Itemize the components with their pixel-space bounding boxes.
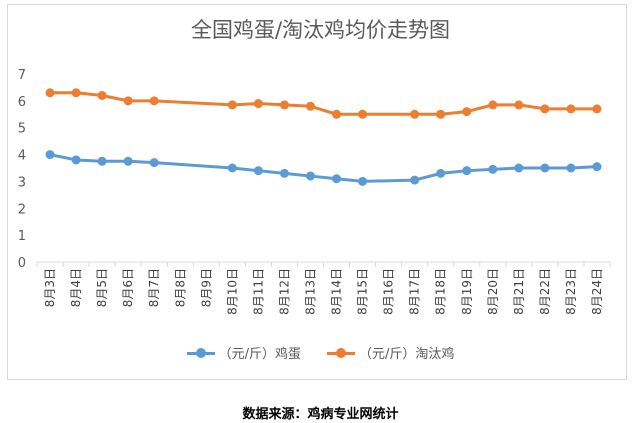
x-tick-label: 8月24日 [590, 268, 604, 315]
chart-frame [7, 4, 627, 380]
data-point-0 [592, 162, 602, 172]
data-point-1 [279, 100, 289, 110]
data-point-1 [123, 96, 133, 106]
data-point-0 [540, 163, 550, 173]
data-point-1 [227, 100, 237, 110]
data-point-1 [332, 109, 342, 119]
x-tick-label: 8月4日 [69, 268, 83, 307]
y-tick-label: 6 [18, 95, 26, 110]
data-point-1 [592, 104, 602, 114]
y-tick-label: 2 [18, 202, 26, 217]
legend-swatch-hen [327, 347, 355, 358]
data-point-0 [97, 156, 107, 166]
data-point-0 [253, 166, 263, 176]
data-point-1 [45, 88, 55, 98]
data-point-0 [514, 163, 524, 173]
data-point-1 [514, 100, 524, 110]
data-point-1 [305, 101, 315, 111]
data-point-0 [279, 168, 289, 178]
data-point-0 [436, 168, 446, 178]
x-tick-label: 8月10日 [225, 268, 239, 315]
legend-item-hen: （元/斤）淘汰鸡 [327, 343, 454, 362]
data-point-0 [71, 155, 81, 165]
data-point-0 [149, 158, 159, 168]
x-tick-label: 8月6日 [121, 268, 135, 307]
data-point-1 [488, 100, 498, 110]
y-tick-label: 5 [18, 122, 26, 137]
x-tick-label: 8月20日 [486, 268, 500, 315]
x-tick-label: 8月12日 [277, 268, 291, 315]
y-tick-label: 1 [18, 229, 26, 244]
y-tick-label: 7 [18, 68, 26, 83]
x-tick-label: 8月5日 [95, 268, 109, 307]
legend-label-hen: （元/斤）淘汰鸡 [359, 347, 455, 362]
data-point-1 [540, 104, 550, 114]
data-point-1 [97, 90, 107, 100]
x-tick-label: 8月23日 [564, 268, 578, 315]
data-point-0 [45, 150, 55, 160]
x-tick-label: 8月18日 [434, 268, 448, 315]
x-tick-label: 8月14日 [330, 268, 344, 315]
legend-label-egg: （元/斤）鸡蛋 [218, 347, 301, 362]
data-point-1 [566, 104, 576, 114]
data-point-0 [358, 176, 368, 186]
data-point-1 [410, 109, 420, 119]
x-tick-label: 8月8日 [173, 268, 187, 307]
legend-swatch-egg [186, 347, 215, 358]
chart-title: 全国鸡蛋/淘汰鸡均价走势图 [190, 18, 451, 42]
data-point-0 [462, 166, 472, 176]
x-tick-label: 8月19日 [460, 268, 474, 315]
data-point-1 [149, 96, 159, 106]
y-tick-label: 0 [18, 256, 26, 271]
x-tick-label: 8月9日 [199, 268, 213, 307]
data-point-1 [358, 109, 368, 119]
x-tick-label: 8月17日 [408, 268, 422, 315]
source-note: 数据来源：鸡病专业网统计 [242, 407, 399, 422]
x-tick-label: 8月7日 [147, 268, 161, 307]
x-tick-label: 8月21日 [512, 268, 526, 315]
data-point-1 [71, 88, 81, 98]
data-point-0 [332, 174, 342, 184]
data-point-0 [123, 156, 133, 166]
y-tick-label: 4 [18, 149, 26, 164]
x-tick-label: 8月3日 [43, 268, 57, 307]
x-tick-label: 8月15日 [356, 268, 370, 315]
data-point-0 [566, 163, 576, 173]
data-point-1 [436, 109, 446, 119]
data-point-0 [227, 163, 237, 173]
data-point-1 [253, 99, 263, 109]
x-tick-label: 8月22日 [538, 268, 552, 315]
chart-legend: （元/斤）鸡蛋 （元/斤）淘汰鸡 [0, 343, 641, 362]
x-tick-label: 8月16日 [382, 268, 396, 315]
data-point-0 [305, 171, 315, 181]
data-point-0 [488, 164, 498, 174]
x-tick-label: 8月11日 [251, 268, 265, 315]
legend-item-egg: （元/斤）鸡蛋 [186, 343, 301, 362]
data-point-0 [410, 175, 420, 185]
x-tick-label: 8月13日 [303, 268, 317, 315]
y-tick-label: 3 [18, 175, 26, 190]
data-point-1 [462, 107, 472, 117]
